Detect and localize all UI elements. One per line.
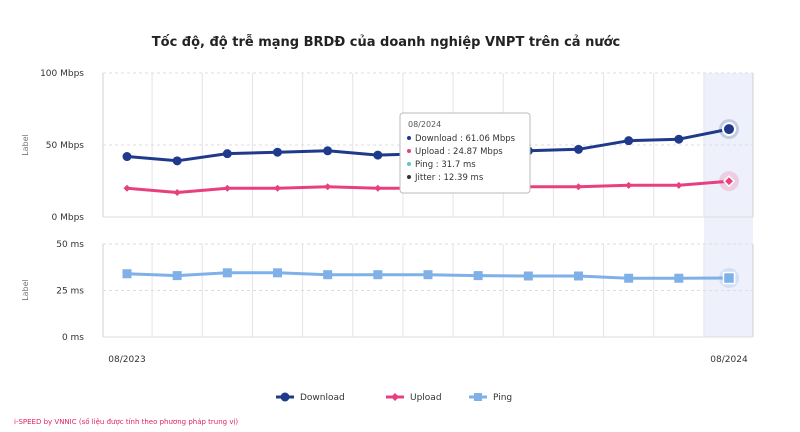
ping-point[interactable] [122, 269, 132, 279]
legend-upload-marker [391, 393, 399, 401]
tooltip-dot [407, 162, 411, 166]
upload-point[interactable] [722, 175, 736, 188]
speed-tick-label: 100 Mbps [40, 69, 84, 79]
ping-point[interactable] [373, 270, 383, 280]
upload-point[interactable] [575, 183, 582, 191]
tooltip-line: Download : 61.06 Mbps [415, 134, 516, 144]
download-point[interactable] [674, 134, 684, 144]
x-tick-label: 08/2023 [108, 355, 145, 365]
tooltip-dot [407, 136, 411, 140]
ping-point[interactable] [323, 270, 333, 280]
latency-axis-label: Label [21, 279, 30, 301]
latency-tick-label: 25 ms [56, 287, 84, 297]
upload-point[interactable] [223, 184, 231, 192]
ping-point[interactable] [722, 271, 736, 285]
download-point[interactable] [722, 122, 736, 137]
upload-point[interactable] [625, 181, 633, 189]
legend-download-label[interactable]: Download [300, 393, 345, 403]
x-tick-label: 08/2024 [710, 355, 748, 365]
tooltip-dot [407, 149, 411, 153]
tooltip-date: 08/2024 [408, 120, 441, 129]
upload-point[interactable] [123, 184, 131, 192]
ping-point[interactable] [523, 271, 533, 281]
chart-title: Tốc độ, độ trễ mạng BRDĐ của doanh nghiệ… [152, 35, 620, 50]
download-point[interactable] [172, 156, 182, 166]
tooltip-dot [407, 175, 411, 179]
ping-point[interactable] [222, 268, 232, 278]
hover-highlight-band [704, 73, 753, 337]
legend-upload-label[interactable]: Upload [410, 393, 442, 403]
latency-tick-label: 0 ms [62, 333, 84, 343]
ping-point[interactable] [473, 271, 483, 281]
upload-point[interactable] [324, 183, 332, 191]
upload-point[interactable] [675, 181, 683, 189]
source-footer: i-SPEED by VNNIC (số liệu được tính theo… [14, 418, 238, 426]
tooltip-line: Upload : 24.87 Mbps [415, 147, 503, 157]
download-point[interactable] [273, 147, 282, 157]
download-point[interactable] [574, 144, 583, 154]
tooltip-line: Jitter : 12.39 ms [414, 173, 484, 183]
download-point[interactable] [222, 149, 232, 159]
legend-ping-label[interactable]: Ping [493, 393, 512, 403]
ping-point[interactable] [674, 273, 684, 283]
upload-point[interactable] [374, 184, 382, 192]
legend-download-marker [280, 392, 290, 402]
download-point[interactable] [323, 146, 333, 156]
download-point[interactable] [122, 152, 132, 162]
upload-point[interactable] [173, 189, 181, 197]
tooltip-box [399, 112, 531, 194]
speed-axis-label: Label [21, 134, 30, 156]
tooltip-line: Ping : 31.7 ms [415, 160, 476, 170]
latency-tick-label: 50 ms [56, 240, 84, 250]
legend-ping-marker [474, 393, 482, 401]
speed-tick-label: 50 Mbps [46, 141, 85, 151]
ping-point[interactable] [172, 271, 182, 281]
speed-tick-label: 0 Mbps [52, 213, 85, 223]
download-point[interactable] [373, 150, 383, 160]
ping-point[interactable] [624, 273, 634, 283]
download-point[interactable] [624, 136, 634, 146]
ping-point[interactable] [273, 268, 282, 278]
ping-point[interactable] [423, 270, 433, 280]
upload-point[interactable] [274, 184, 281, 192]
ping-point[interactable] [574, 271, 583, 281]
